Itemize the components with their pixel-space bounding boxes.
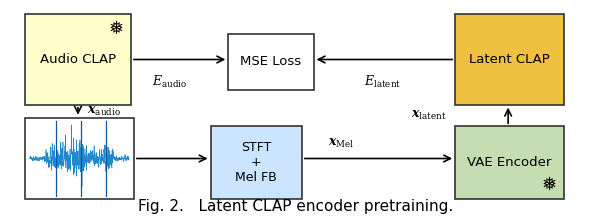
FancyBboxPatch shape bbox=[455, 126, 564, 199]
Text: MSE Loss: MSE Loss bbox=[240, 55, 301, 68]
Text: Latent CLAP: Latent CLAP bbox=[469, 53, 550, 66]
Text: $\boldsymbol{x}_{\mathrm{audio}}$: $\boldsymbol{x}_{\mathrm{audio}}$ bbox=[87, 105, 121, 118]
Text: ❅: ❅ bbox=[109, 20, 124, 38]
Text: ❅: ❅ bbox=[542, 176, 557, 194]
FancyBboxPatch shape bbox=[211, 126, 302, 199]
Text: $\boldsymbol{x}_{\mathrm{latent}}$: $\boldsymbol{x}_{\mathrm{latent}}$ bbox=[411, 109, 446, 122]
FancyBboxPatch shape bbox=[25, 14, 131, 105]
Text: STFT
+
Mel FB: STFT + Mel FB bbox=[236, 141, 277, 184]
Text: $\boldsymbol{x}_{\mathrm{Mel}}$: $\boldsymbol{x}_{\mathrm{Mel}}$ bbox=[329, 137, 355, 150]
Text: Fig. 2.   Latent CLAP encoder pretraining.: Fig. 2. Latent CLAP encoder pretraining. bbox=[139, 199, 453, 215]
Text: $E_{\mathrm{audio}}$: $E_{\mathrm{audio}}$ bbox=[152, 73, 187, 90]
FancyBboxPatch shape bbox=[229, 34, 314, 90]
Text: $E_{\mathrm{latent}}$: $E_{\mathrm{latent}}$ bbox=[363, 73, 401, 90]
Text: Audio CLAP: Audio CLAP bbox=[40, 53, 116, 66]
Text: VAE Encoder: VAE Encoder bbox=[468, 156, 552, 169]
FancyBboxPatch shape bbox=[25, 118, 134, 199]
FancyBboxPatch shape bbox=[455, 14, 564, 105]
